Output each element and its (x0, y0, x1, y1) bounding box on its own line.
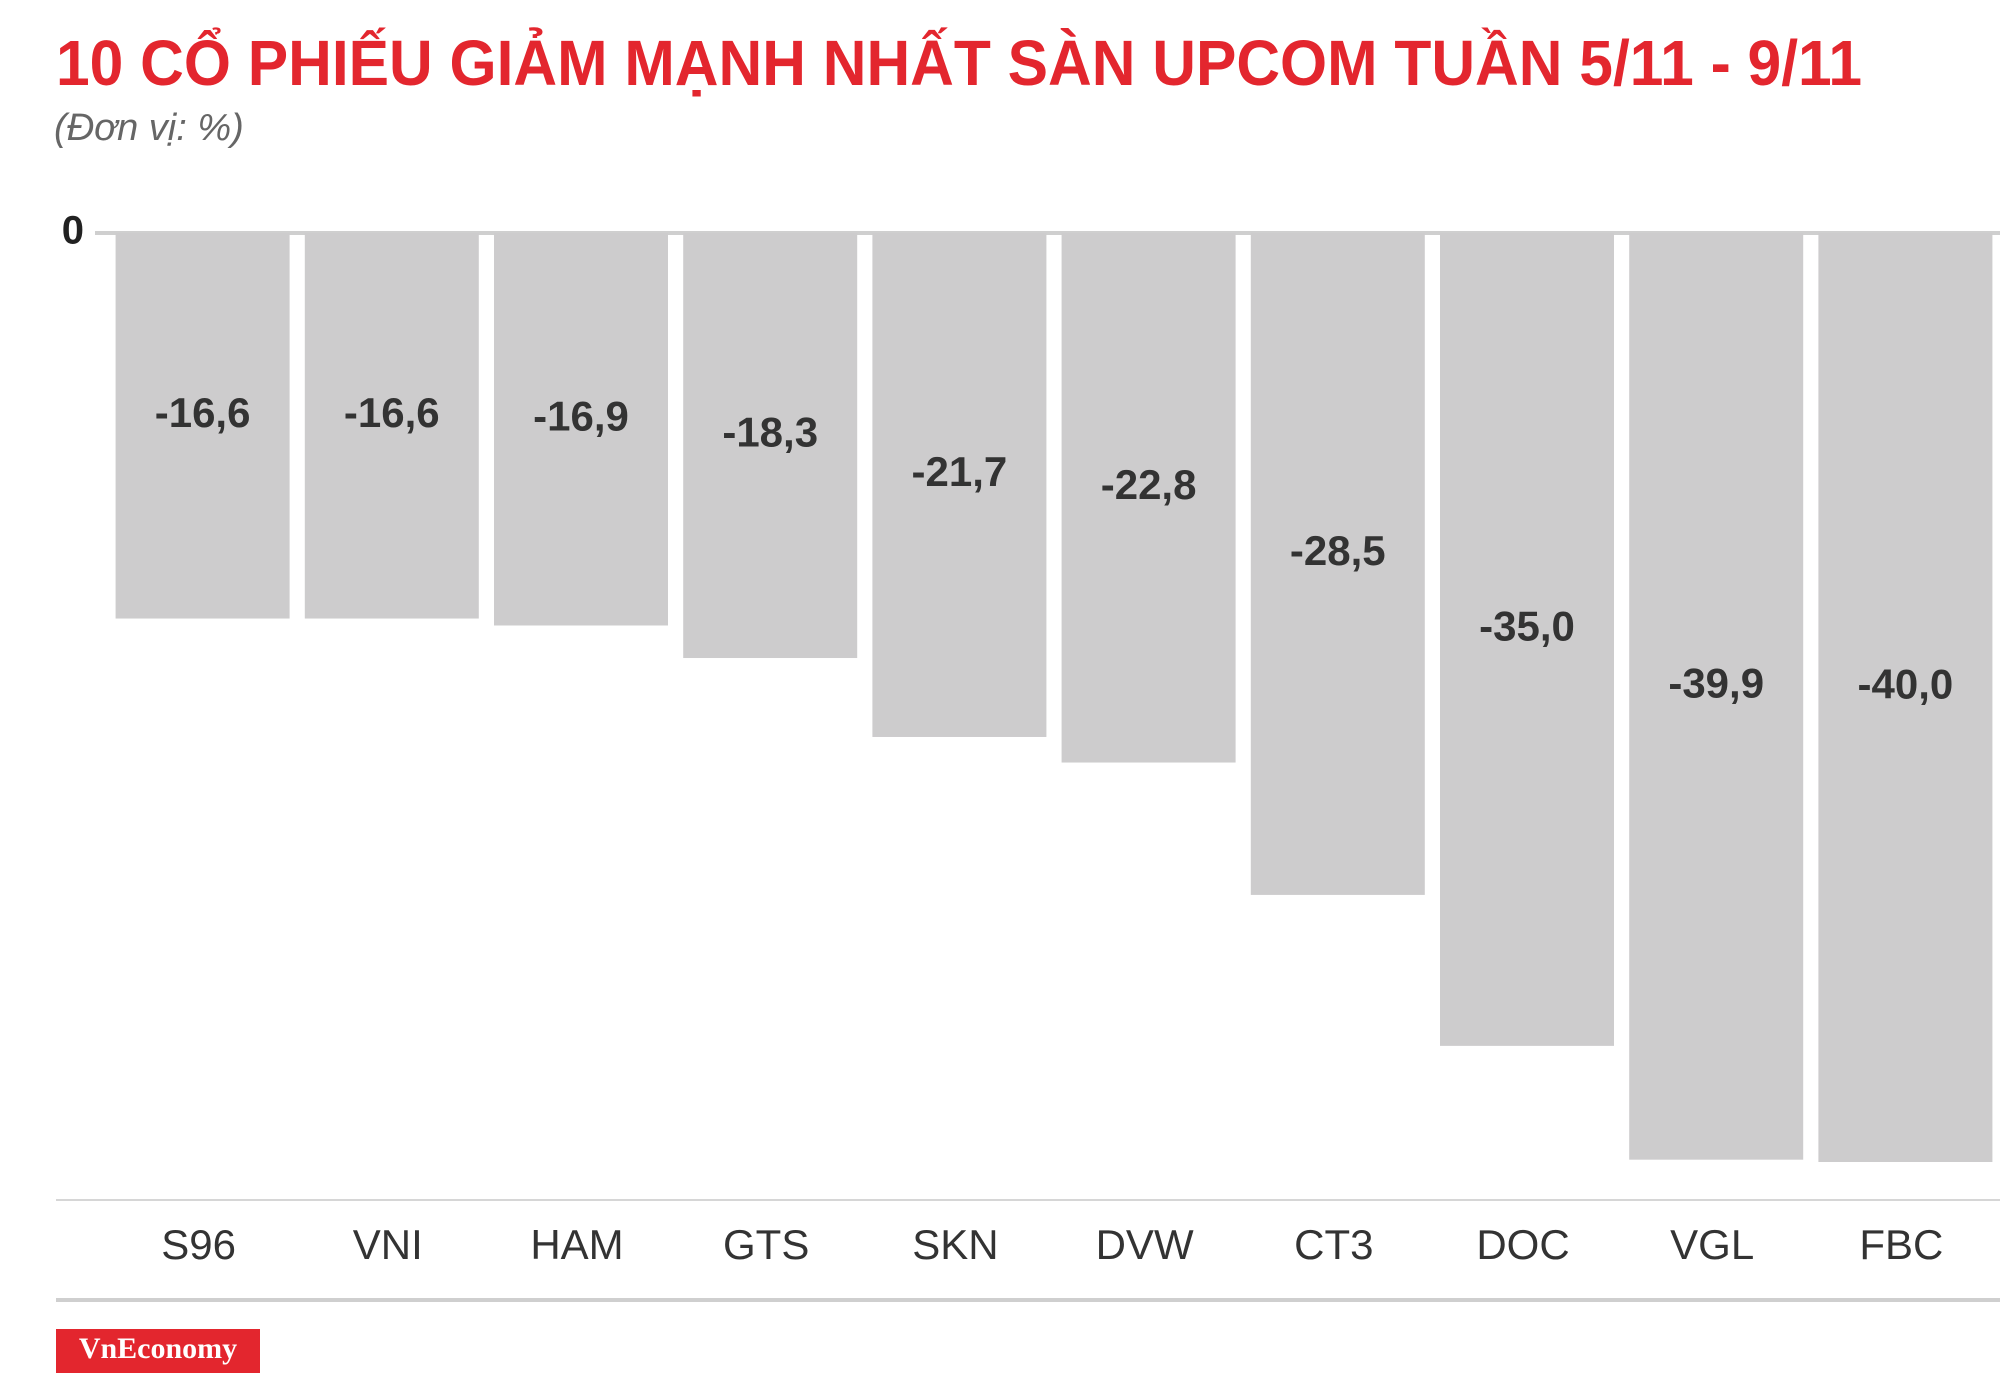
bar (304, 233, 479, 619)
value-label: -18,3 (722, 409, 818, 456)
value-label: -22,8 (1101, 461, 1197, 508)
chart-title: 10 CỔ PHIẾU GIẢM MẠNH NHẤT SÀN UPCOM TUẦ… (56, 26, 1862, 99)
bar (683, 233, 858, 659)
x-tick-label: VGL (1670, 1221, 1754, 1268)
x-tick-label: FBC (1859, 1221, 1943, 1268)
x-tick-label: DOC (1476, 1221, 1569, 1268)
chart-subtitle: (Đơn vị: %) (54, 107, 244, 149)
value-label: -35,0 (1479, 603, 1575, 650)
bar (494, 233, 668, 626)
value-label: -39,9 (1668, 659, 1764, 706)
y-tick-label: 0 (62, 209, 84, 253)
x-tick-label: HAM (530, 1221, 623, 1268)
bar (1818, 233, 1993, 1162)
x-tick-label: S96 (161, 1221, 236, 1268)
logo-box (56, 1329, 260, 1373)
value-label: -21,7 (912, 448, 1008, 495)
x-tick-label: VNI (353, 1221, 423, 1268)
value-label: -40,0 (1858, 661, 1954, 708)
value-label: -16,9 (533, 392, 629, 439)
value-label: -16,6 (155, 389, 251, 436)
bar (1440, 233, 1614, 1046)
value-label: -16,6 (344, 389, 440, 436)
x-tick-label: CT3 (1294, 1221, 1373, 1268)
x-tick-label: GTS (723, 1221, 809, 1268)
bar (115, 233, 290, 619)
bar (1061, 233, 1236, 763)
bar (1250, 233, 1425, 895)
x-tick-label: SKN (912, 1221, 998, 1268)
value-label: -28,5 (1290, 527, 1386, 574)
x-tick-label: DVW (1096, 1221, 1194, 1268)
logo-text: VnEconomy (79, 1332, 237, 1365)
bar (1629, 233, 1804, 1160)
bar (872, 233, 1047, 737)
